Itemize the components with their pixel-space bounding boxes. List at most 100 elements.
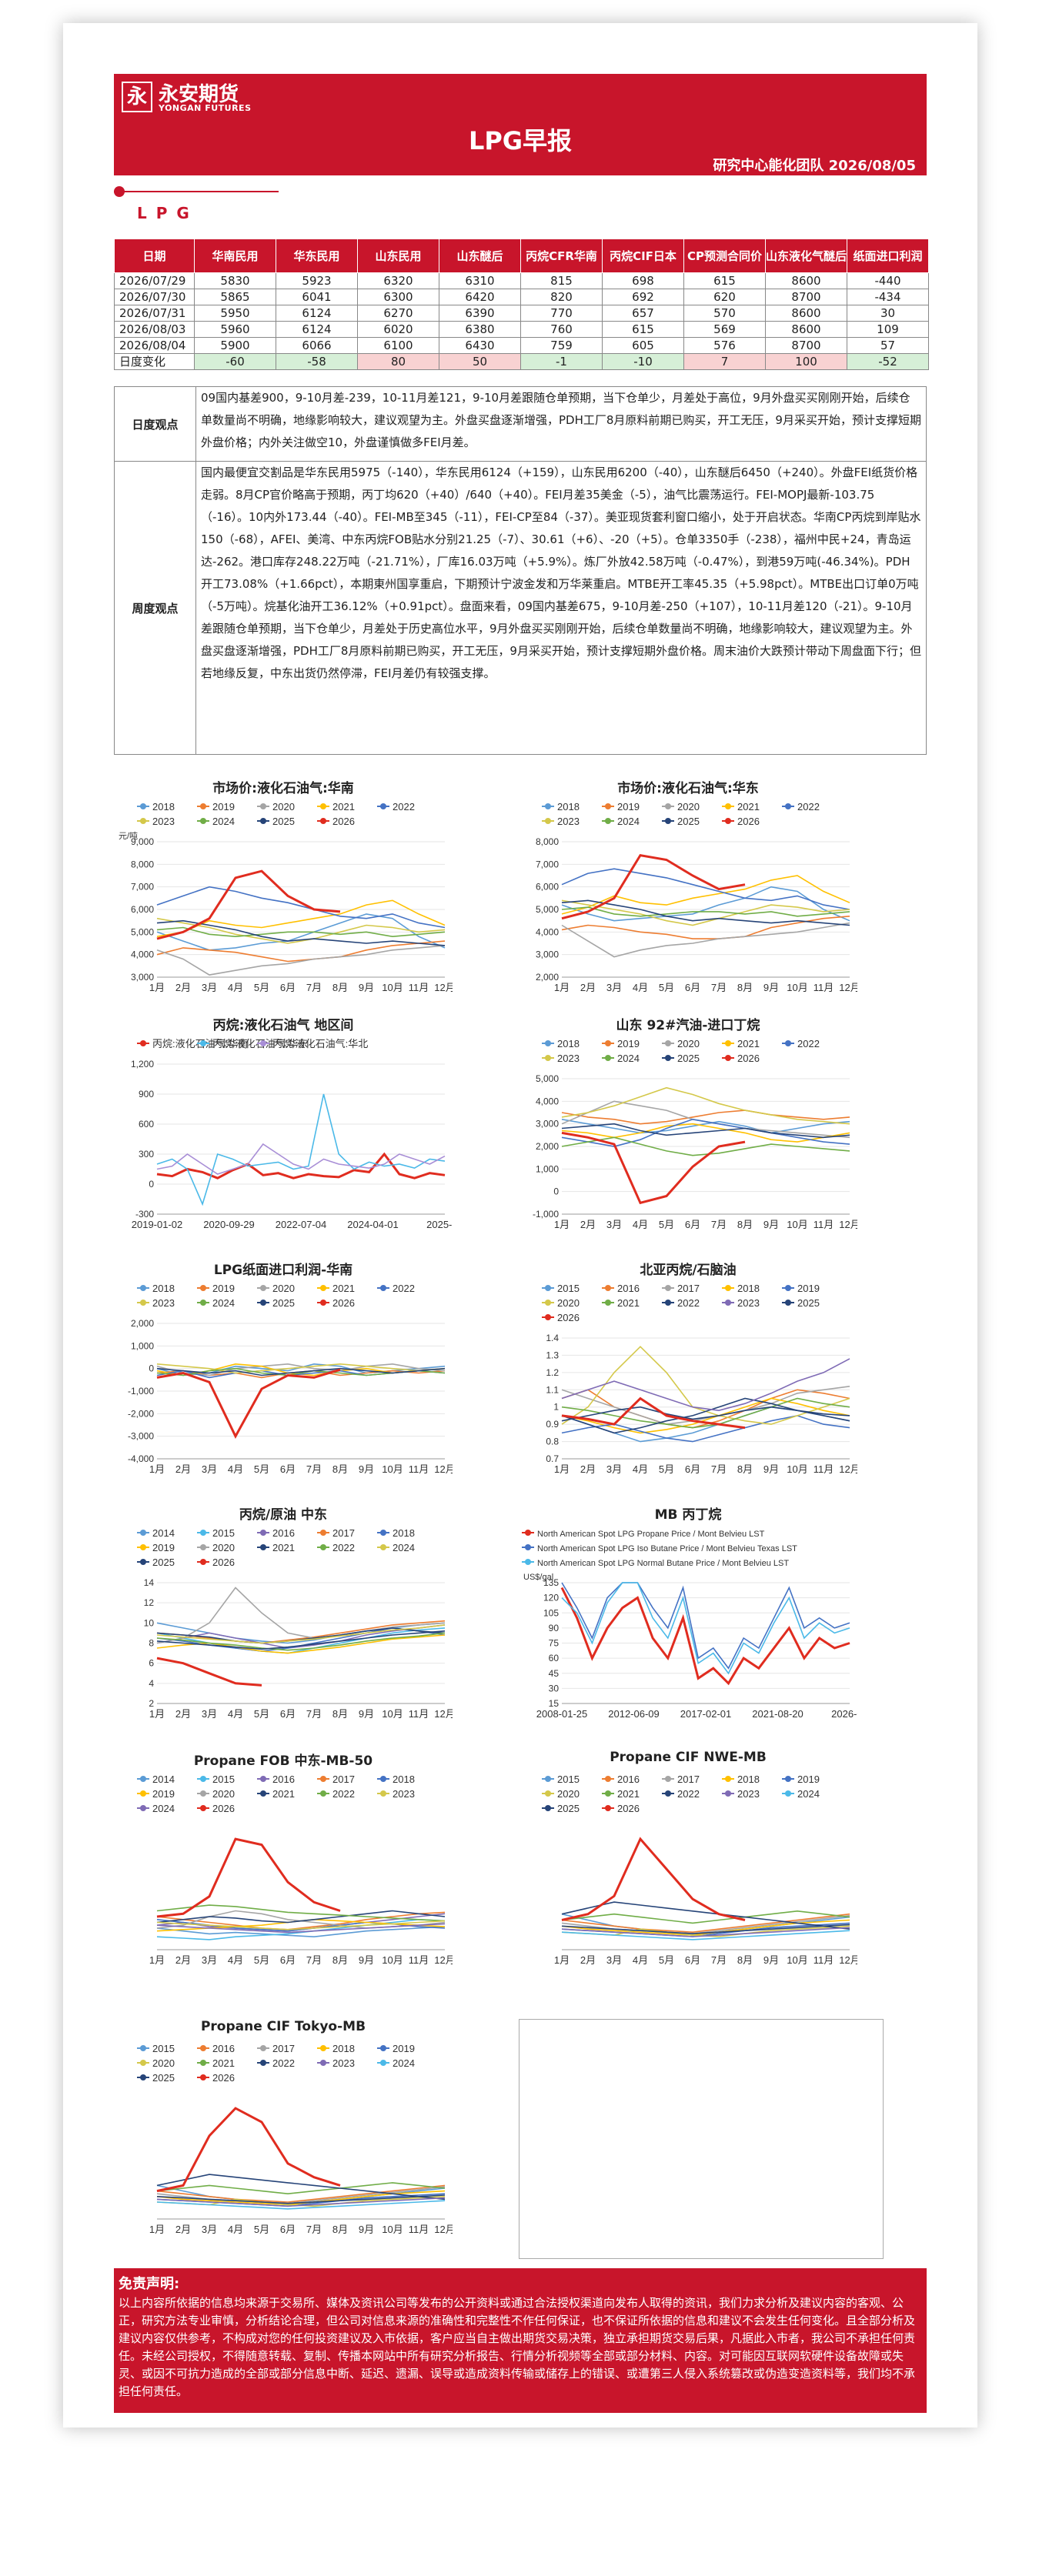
legend-item: 2021 bbox=[602, 1297, 640, 1309]
table-row: 2026/07/31 5950 6124 6270 6390 770 657 570 8600 3… bbox=[114, 305, 929, 322]
x-tick-label: 11月 bbox=[409, 2224, 429, 2235]
x-tick-label: 7月 bbox=[306, 982, 322, 993]
legend-label: 2016 bbox=[617, 1774, 640, 1785]
legend-label: 2016 bbox=[212, 2043, 235, 2054]
series-line bbox=[156, 2197, 446, 2207]
legend-item: 2021 bbox=[317, 801, 355, 813]
table-row: 2026/08/03 5960 6124 6020 6380 760 615 569 8600 1… bbox=[114, 321, 929, 338]
legend-item: 丙烷:液化石油气:华北 bbox=[257, 1038, 368, 1049]
x-tick-label: 9月 bbox=[763, 982, 779, 993]
legend-item: 2025 bbox=[542, 1803, 580, 1814]
table-cell: 2026/08/03 bbox=[114, 321, 195, 338]
x-tick-label: 9月 bbox=[763, 1463, 779, 1475]
change-row: 日度变化 -60 -58 80 50 -1 -10 7 100 -52 bbox=[114, 353, 929, 370]
legend-label: 2021 bbox=[332, 1283, 355, 1294]
legend-label: 2021 bbox=[272, 1788, 295, 1800]
series-line bbox=[561, 916, 850, 939]
chart-10: Propane CIF Tokyo-MB 2015 2016 2017 2018 2019… bbox=[114, 2019, 453, 2242]
report-title: LPG早报 bbox=[468, 126, 573, 155]
legend-label: 2015 bbox=[212, 1527, 235, 1539]
x-tick-label: 11月 bbox=[813, 1219, 834, 1230]
legend-label: 2020 bbox=[677, 1038, 700, 1049]
table-cell: 2026/07/30 bbox=[114, 289, 195, 305]
legend-item: 2026 bbox=[542, 1312, 580, 1323]
y-tick-label: -1,000 bbox=[533, 1209, 559, 1220]
x-tick-label: 12月 bbox=[839, 1463, 857, 1475]
legend-item: 2020 bbox=[197, 1542, 235, 1553]
series-line bbox=[156, 2200, 446, 2210]
y-tick-label: 1.2 bbox=[546, 1367, 559, 1378]
x-tick-label: 6月 bbox=[280, 1954, 296, 1966]
legend-label: 2020 bbox=[272, 1283, 295, 1294]
y-tick-label: 105 bbox=[543, 1607, 559, 1618]
x-tick-label: 3月 bbox=[606, 1219, 622, 1230]
legend-item: 2018 bbox=[542, 801, 580, 813]
table-header-cell: 日期 bbox=[114, 239, 195, 273]
table-cell: 6270 bbox=[357, 305, 439, 322]
series-line bbox=[561, 1119, 850, 1134]
x-tick-label: 12月 bbox=[434, 982, 453, 993]
series-line bbox=[561, 1930, 850, 1940]
change-cell: -60 bbox=[194, 353, 276, 370]
legend-item: 2022 bbox=[662, 1297, 700, 1309]
legend-item: 2019 bbox=[137, 1788, 175, 1800]
x-tick-label: 6月 bbox=[280, 982, 296, 993]
y-tick-label: 4,000 bbox=[536, 926, 559, 937]
legend-item: 2016 bbox=[197, 2043, 235, 2054]
y-tick-label: 1.1 bbox=[546, 1384, 559, 1395]
legend-item: 2019 bbox=[137, 1542, 175, 1553]
legend-item: 2017 bbox=[257, 2043, 295, 2054]
legend-label: 2026 bbox=[332, 1297, 355, 1309]
chart-svg: 2014 2015 2016 2017 2018 2019 2020 2021 2022 2024… bbox=[137, 1527, 453, 1720]
legend-label: 2020 bbox=[152, 2057, 175, 2069]
daily-view-text: 09国内基差900，9-10月差-239，10-11月差121，9-10月差跟随… bbox=[201, 391, 921, 449]
legend-label: 2021 bbox=[332, 801, 355, 813]
change-cell: -10 bbox=[602, 353, 684, 370]
table-row: 2026/07/29 5830 5923 6320 6310 815 698 615 8600-… bbox=[114, 272, 929, 289]
change-cell: 80 bbox=[357, 353, 439, 370]
x-tick-label: 8月 bbox=[332, 1954, 348, 1966]
series-line bbox=[156, 940, 446, 963]
table-cell: 698 bbox=[602, 272, 684, 289]
x-tick-label: 2017-02-01 bbox=[680, 1708, 732, 1720]
table-cell: 615 bbox=[683, 272, 766, 289]
legend-label: 2024 bbox=[152, 1803, 175, 1814]
legend-label: 2023 bbox=[557, 816, 580, 827]
series-line bbox=[561, 1924, 850, 1934]
y-tick-label: 3,000 bbox=[536, 949, 559, 960]
disclaimer-title: 免责声明: bbox=[119, 2276, 180, 2292]
legend-label: 2020 bbox=[557, 1788, 580, 1800]
x-tick-label: 11月 bbox=[409, 1463, 429, 1475]
x-tick-label: 11月 bbox=[813, 1954, 834, 1966]
chart-5: 北亚丙烷/石脑油 2015 2016 2017 2018 2019 2020 2021 2022… bbox=[519, 1259, 857, 1482]
legend-item: 2024 bbox=[602, 816, 640, 827]
change-label: 日度变化 bbox=[114, 353, 195, 370]
x-tick-label: 3月 bbox=[202, 1708, 217, 1720]
chart-svg: 2018 2019 2020 2021 2022 2023 2024 2025 2026 8,00… bbox=[536, 801, 857, 993]
chart-svg: 2018 2019 2020 2021 2022 2023 2024 2025 2026 9,00… bbox=[119, 801, 453, 993]
x-tick-label: 1月 bbox=[554, 1219, 570, 1230]
legend-item: 2020 bbox=[662, 801, 700, 813]
y-tick-label: 135 bbox=[543, 1577, 559, 1588]
legend-item: 2024 bbox=[377, 2057, 415, 2069]
x-tick-label: 2月 bbox=[580, 1463, 596, 1475]
legend-label: 2017 bbox=[677, 1283, 700, 1294]
legend-item: 2019 bbox=[602, 801, 640, 813]
x-tick-label: 1月 bbox=[149, 2224, 165, 2235]
series-line bbox=[156, 1920, 446, 1930]
legend-label: 2025 bbox=[677, 1053, 700, 1064]
series-line bbox=[156, 1624, 446, 1644]
series-line bbox=[561, 1582, 850, 1675]
x-tick-label: 2月 bbox=[175, 2224, 191, 2235]
legend-label: 2020 bbox=[677, 801, 700, 813]
series-line bbox=[561, 1415, 850, 1443]
legend-item: 2020 bbox=[257, 801, 295, 813]
legend-item: 2019 bbox=[197, 1283, 235, 1294]
y-tick-label: 75 bbox=[549, 1638, 560, 1649]
legend-label: 2016 bbox=[617, 1283, 640, 1294]
series-line bbox=[561, 1123, 850, 1139]
x-tick-label: 3月 bbox=[202, 2224, 217, 2235]
table-cell: 770 bbox=[520, 305, 603, 322]
x-tick-label: 5月 bbox=[254, 1708, 269, 1720]
legend-item: 2023 bbox=[542, 816, 580, 827]
